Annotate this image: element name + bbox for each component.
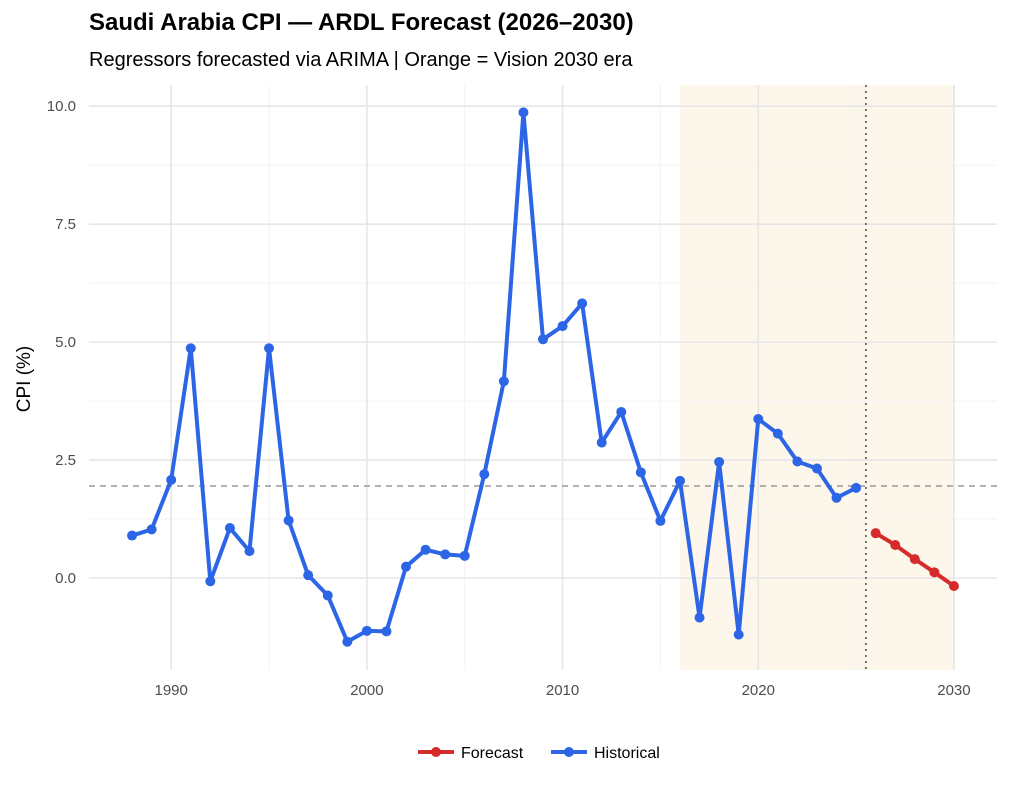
chart-subtitle: Regressors forecasted via ARIMA | Orange… (89, 49, 633, 71)
data-point-forecast (948, 581, 959, 592)
data-point-historical (381, 626, 392, 637)
data-point-historical (714, 456, 725, 467)
data-point-historical (772, 428, 783, 439)
y-tick-label: 2.5 (55, 452, 76, 469)
data-point-historical (440, 549, 451, 560)
data-point-historical (459, 550, 470, 561)
data-point-forecast (870, 528, 881, 539)
data-point-historical (655, 515, 666, 526)
data-point-historical (811, 463, 822, 474)
data-point-historical (127, 530, 138, 541)
data-point-historical (694, 612, 705, 623)
x-tick-label: 2020 (742, 682, 775, 699)
data-point-historical (577, 298, 588, 309)
reference-lines-layer (89, 85, 997, 670)
data-point-historical (420, 544, 431, 555)
tick-labels-layer: 0.0 2.5 5.0 7.5 10.0 1990 2000 2010 2020 2030 (47, 98, 971, 699)
legend-key-point-historical (564, 747, 574, 757)
data-point-historical (264, 343, 275, 354)
data-point-forecast (929, 567, 940, 578)
y-tick-label: 5.0 (55, 334, 76, 351)
y-axis-title: CPI (%) (14, 346, 35, 413)
data-point-historical (146, 524, 157, 535)
data-point-historical (498, 376, 509, 387)
data-point-historical (674, 475, 685, 486)
data-point-historical (244, 546, 255, 557)
legend-key-point-forecast (431, 747, 441, 757)
data-point-historical (792, 456, 803, 467)
series-line-historical (130, 110, 859, 644)
legend: Forecast Historical (418, 745, 660, 762)
data-point-historical (851, 482, 862, 493)
x-tick-label: 1990 (155, 682, 188, 699)
data-point-historical (557, 321, 568, 332)
data-point-historical (401, 561, 412, 572)
y-tick-label: 10.0 (47, 98, 76, 115)
data-point-historical (538, 334, 548, 345)
data-point-historical (479, 469, 490, 480)
data-point-forecast (909, 554, 920, 565)
data-point-historical (322, 590, 333, 601)
vision-2030-shaded-region (679, 85, 954, 670)
data-point-historical (166, 474, 177, 485)
data-point-historical (518, 107, 529, 118)
data-point-historical (303, 570, 314, 581)
data-point-historical (361, 625, 372, 636)
data-point-forecast (890, 539, 901, 550)
series-layer (127, 107, 959, 647)
data-point-historical (342, 636, 353, 647)
data-point-historical (224, 522, 235, 533)
legend-label-historical: Historical (594, 745, 660, 762)
shaded-region-layer (679, 85, 954, 670)
gridlines-layer (89, 85, 997, 670)
data-point-historical (733, 629, 744, 640)
data-point-historical (283, 515, 294, 526)
y-tick-label: 7.5 (55, 216, 76, 233)
data-point-historical (616, 406, 627, 417)
data-point-historical (596, 437, 607, 448)
x-tick-label: 2000 (350, 682, 383, 699)
chart-title: Saudi Arabia CPI — ARDL Forecast (2026–2… (89, 9, 634, 36)
data-point-historical (753, 414, 764, 425)
legend-label-forecast: Forecast (461, 745, 524, 762)
y-tick-label: 0.0 (55, 570, 76, 587)
data-point-historical (635, 467, 646, 478)
data-point-historical (185, 343, 196, 354)
data-point-historical (831, 492, 842, 503)
data-point-historical (205, 576, 216, 587)
x-tick-label: 2030 (937, 682, 970, 699)
x-tick-label: 2010 (546, 682, 579, 699)
